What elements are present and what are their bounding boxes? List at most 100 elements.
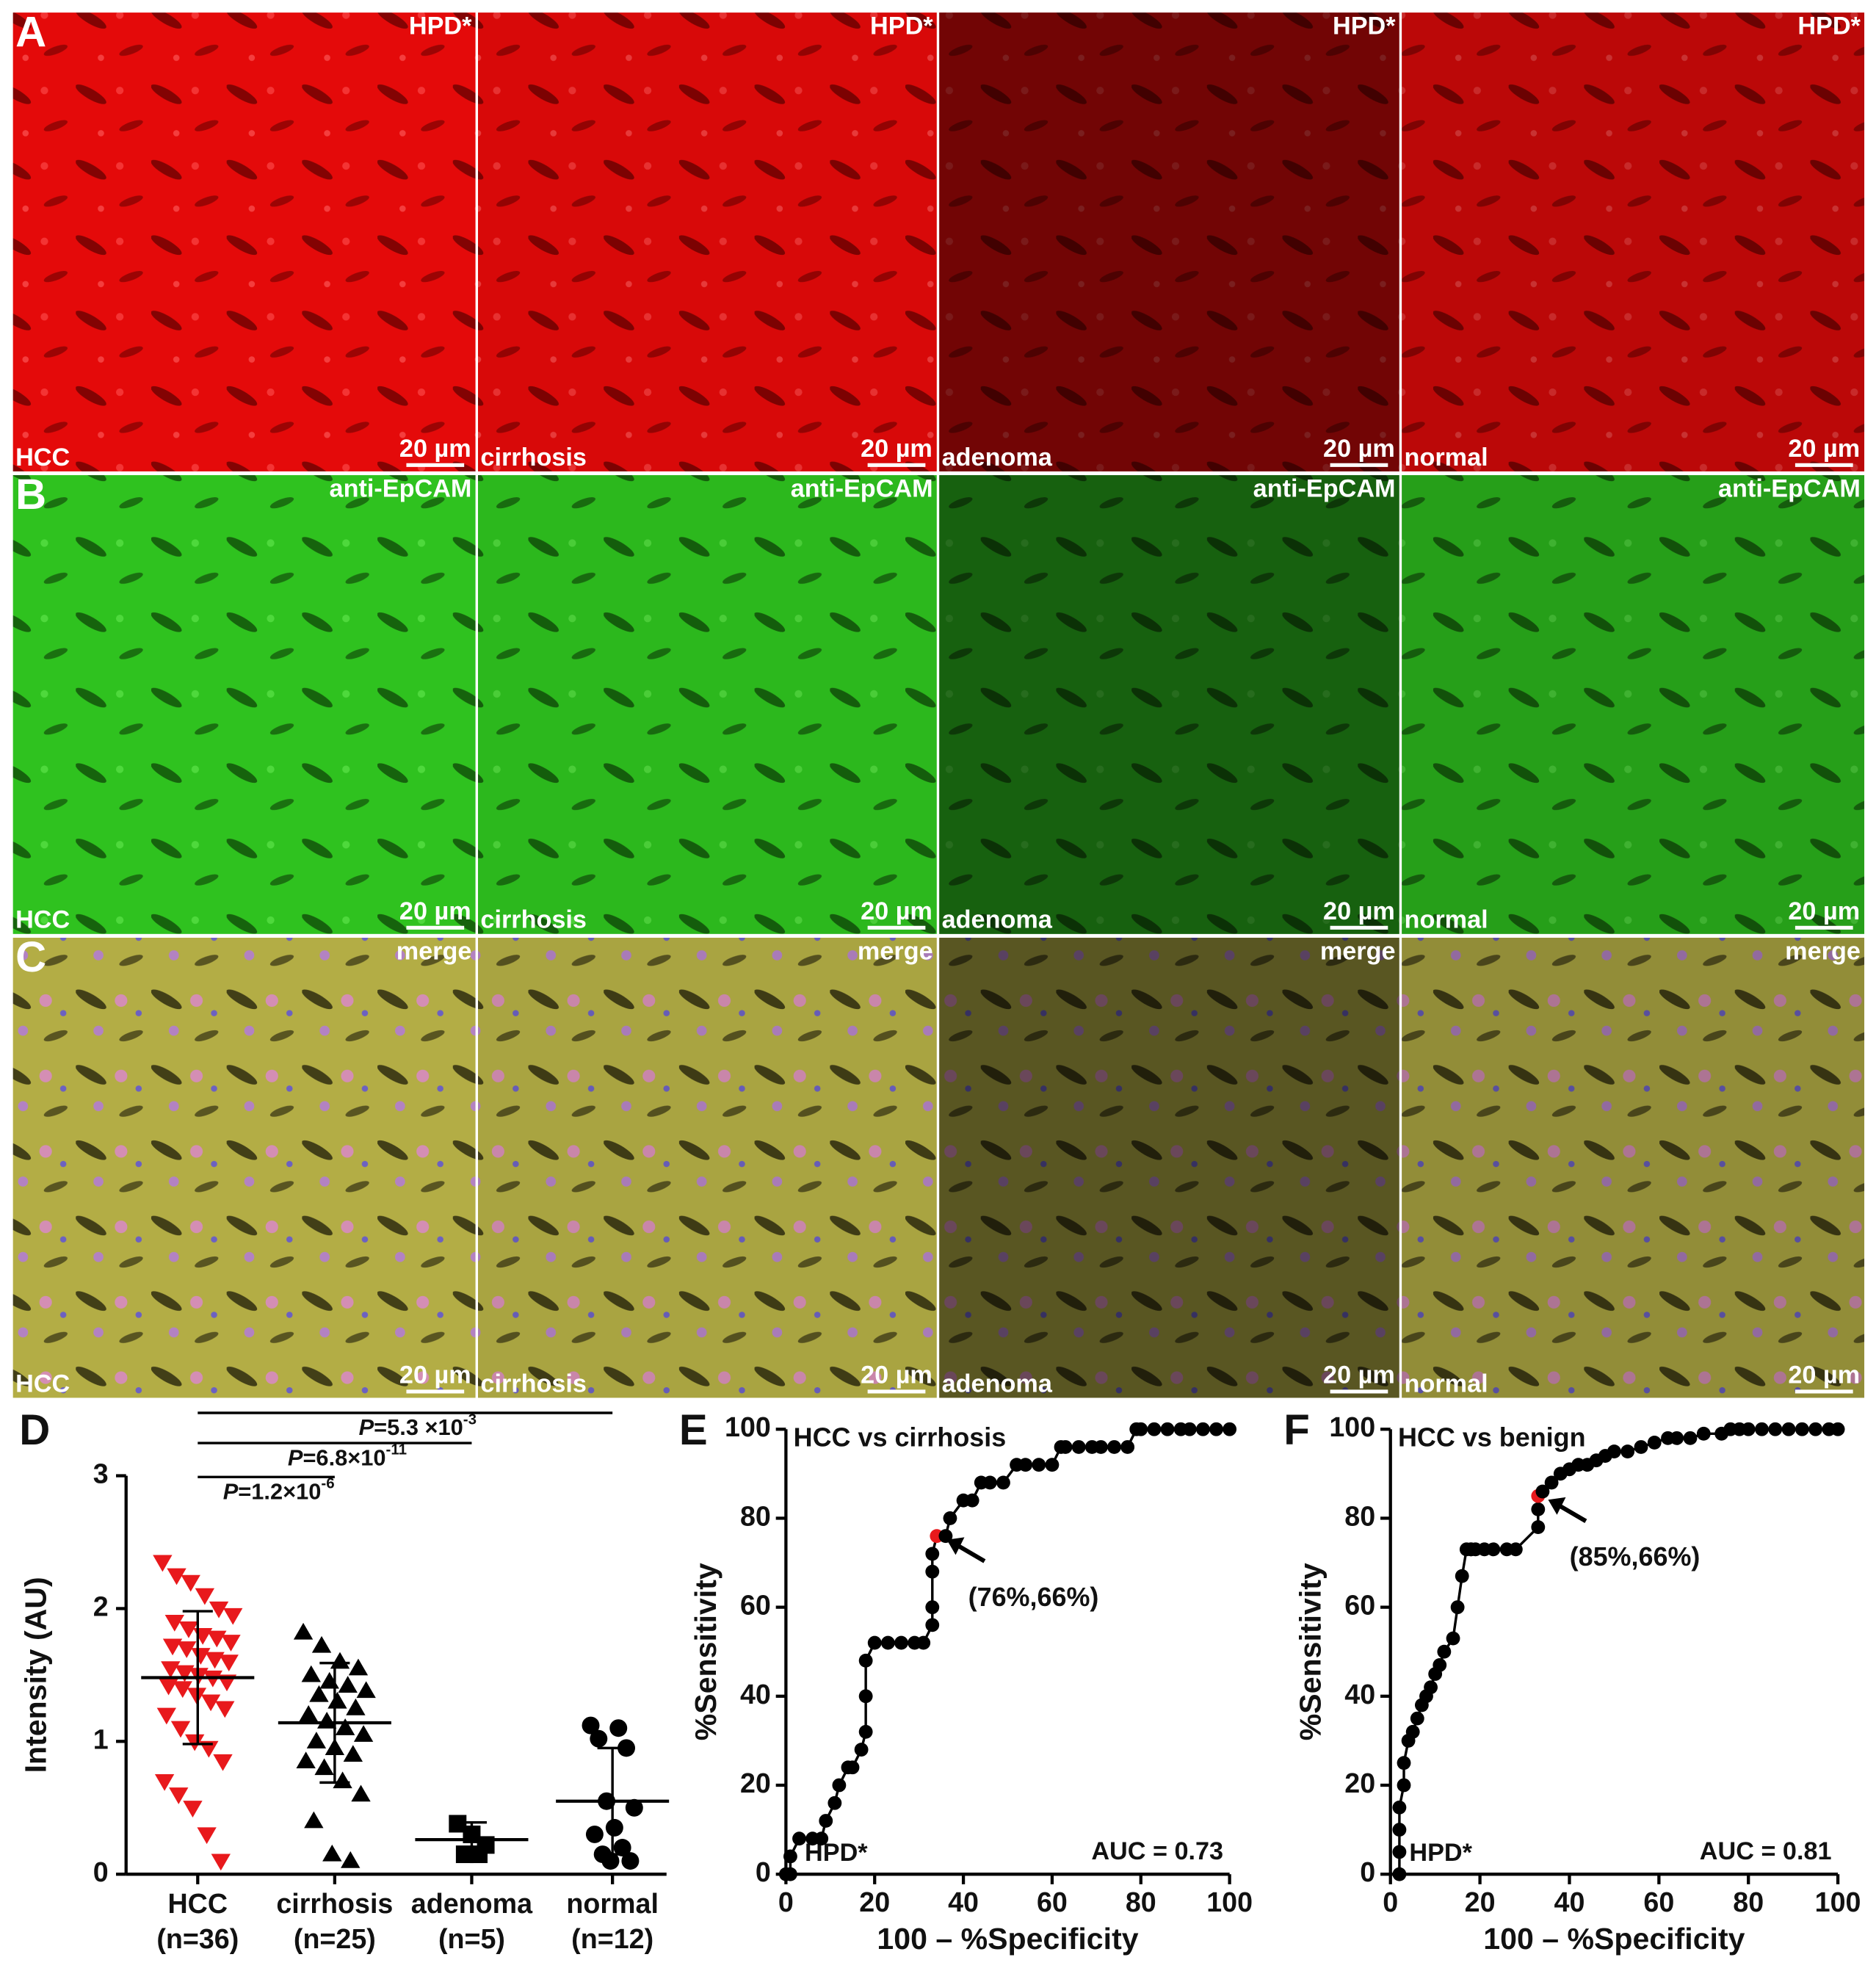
roc-point bbox=[894, 1635, 908, 1650]
roc-point bbox=[1544, 1475, 1559, 1490]
roc-point bbox=[1781, 1422, 1796, 1436]
data-point bbox=[613, 1839, 631, 1857]
data-point bbox=[585, 1825, 604, 1843]
roc-point bbox=[1209, 1422, 1223, 1436]
x-axis-label: 100 – %Specificity bbox=[877, 1922, 1138, 1956]
y-tick-label: 100 bbox=[1329, 1411, 1375, 1442]
micrograph-image bbox=[478, 475, 937, 934]
roc-point bbox=[925, 1600, 940, 1615]
scale-bar-label: 20 µm bbox=[1788, 435, 1860, 463]
marker-label: HPD* bbox=[1409, 1839, 1472, 1867]
micrograph-shade bbox=[939, 475, 1399, 934]
x-tick-label: 0 bbox=[1383, 1887, 1398, 1917]
scale-bar-label: 20 µm bbox=[399, 1361, 471, 1389]
y-tick-label: 2 bbox=[93, 1591, 109, 1621]
roc-point bbox=[925, 1564, 940, 1579]
chart-title: HCC vs cirrhosis bbox=[794, 1422, 1007, 1452]
roc-point bbox=[1531, 1520, 1546, 1534]
y-tick-label: 0 bbox=[756, 1856, 771, 1887]
roc-point bbox=[925, 1547, 940, 1561]
tissue-label: cirrhosis bbox=[480, 906, 587, 934]
roc-point bbox=[1392, 1823, 1407, 1837]
data-point bbox=[211, 1854, 231, 1871]
y-tick-label: 40 bbox=[1344, 1679, 1375, 1710]
micrograph-image bbox=[478, 937, 937, 1398]
data-point bbox=[348, 1658, 369, 1676]
roc-point bbox=[858, 1689, 873, 1704]
data-point bbox=[184, 1734, 205, 1751]
p-text: =6.8×10 bbox=[303, 1444, 385, 1470]
micrograph-image bbox=[12, 12, 476, 471]
data-point bbox=[343, 1745, 363, 1762]
roc-point bbox=[1446, 1631, 1460, 1646]
data-point bbox=[162, 1638, 183, 1656]
roc-point bbox=[1182, 1422, 1197, 1436]
data-point bbox=[197, 1827, 217, 1845]
tissue-label: adenoma bbox=[942, 444, 1053, 471]
scale-bar-label: 20 µm bbox=[1323, 435, 1395, 463]
y-axis-label: Intensity (AU) bbox=[19, 1577, 53, 1773]
micrograph-shade bbox=[1402, 937, 1865, 1398]
scale-bar-label: 20 µm bbox=[399, 435, 471, 463]
roc-point bbox=[1455, 1569, 1469, 1583]
data-point bbox=[338, 1676, 358, 1693]
y-tick-label: 3 bbox=[93, 1458, 109, 1489]
data-point bbox=[192, 1628, 213, 1645]
roc-point bbox=[1223, 1422, 1237, 1436]
roc-point bbox=[1634, 1440, 1648, 1454]
roc-point bbox=[1032, 1458, 1046, 1472]
x-tick-label: 60 bbox=[1037, 1887, 1068, 1917]
y-tick-label: 60 bbox=[1344, 1590, 1375, 1621]
data-point bbox=[356, 1681, 376, 1699]
x-tick-label: 80 bbox=[1733, 1887, 1764, 1917]
x-tick-label: 0 bbox=[778, 1887, 794, 1917]
data-point bbox=[195, 1588, 215, 1605]
tissue-label: adenoma bbox=[942, 1370, 1053, 1397]
stain-label: anti-EpCAM bbox=[791, 475, 933, 503]
roc-point bbox=[1620, 1444, 1635, 1458]
data-point bbox=[161, 1661, 181, 1679]
data-point bbox=[153, 1555, 173, 1572]
stain-label: anti-EpCAM bbox=[1253, 475, 1396, 503]
micrograph bbox=[939, 937, 1399, 1398]
y-tick-label: 80 bbox=[1344, 1500, 1375, 1531]
stain-label: merge bbox=[1320, 938, 1396, 966]
tissue-label: normal bbox=[1405, 906, 1488, 934]
data-point bbox=[304, 1811, 324, 1829]
data-point bbox=[200, 1694, 221, 1712]
roc-point bbox=[925, 1618, 940, 1632]
roc-point bbox=[1405, 1724, 1420, 1739]
scale-bar-label: 20 µm bbox=[1323, 1361, 1395, 1389]
annotation-arrowhead bbox=[946, 1537, 965, 1555]
data-point bbox=[205, 1652, 225, 1669]
data-point bbox=[470, 1845, 488, 1864]
roc-point bbox=[814, 1831, 829, 1846]
micrograph bbox=[939, 475, 1399, 934]
data-point bbox=[191, 1648, 211, 1665]
data-point bbox=[170, 1721, 191, 1738]
roc-point bbox=[1433, 1657, 1447, 1672]
micrograph-shade bbox=[939, 937, 1399, 1398]
data-point bbox=[309, 1685, 329, 1702]
roc-point bbox=[854, 1743, 869, 1757]
roc-point bbox=[1755, 1422, 1769, 1436]
data-point bbox=[306, 1732, 327, 1748]
y-tick-label: 1 bbox=[93, 1724, 109, 1754]
scale-bar-label: 20 µm bbox=[1788, 897, 1860, 925]
y-tick-label: 60 bbox=[740, 1590, 771, 1621]
annotation-arrowhead bbox=[1548, 1497, 1566, 1515]
x-tick-label: normal bbox=[566, 1888, 658, 1919]
stain-label: HPD* bbox=[1333, 12, 1396, 40]
data-point bbox=[299, 1704, 319, 1722]
roc-point bbox=[858, 1724, 873, 1739]
p-symbol: P bbox=[359, 1414, 374, 1440]
micrograph bbox=[1402, 937, 1865, 1398]
data-point bbox=[159, 1678, 178, 1696]
roc-point bbox=[1450, 1600, 1465, 1615]
roc-point bbox=[1071, 1440, 1086, 1454]
data-point bbox=[625, 1798, 643, 1817]
micrograph bbox=[12, 937, 476, 1398]
panel-letter: F bbox=[1283, 1406, 1310, 1454]
x-tick-count: (n=36) bbox=[156, 1923, 239, 1954]
micrograph-image bbox=[12, 475, 476, 934]
